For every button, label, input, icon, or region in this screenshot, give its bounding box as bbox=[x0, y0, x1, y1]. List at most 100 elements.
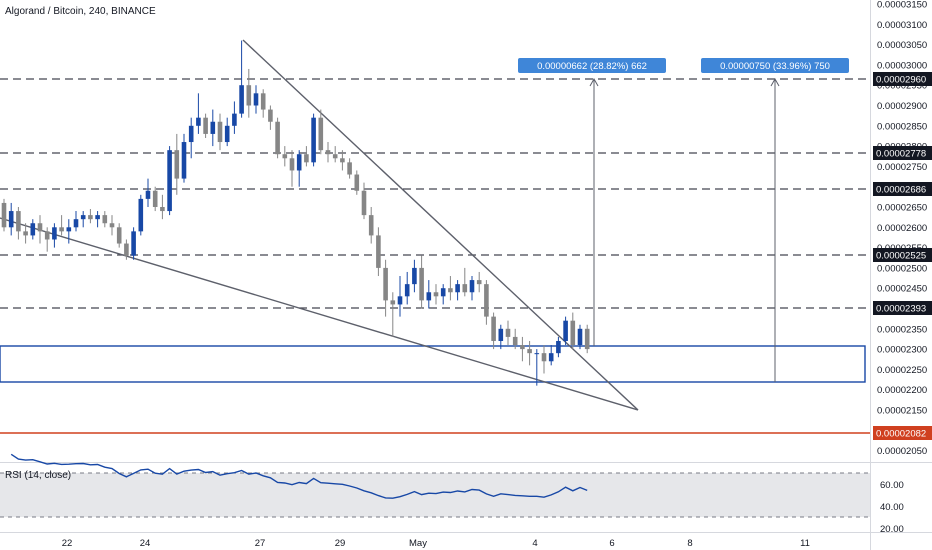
rsi-label: RSI (14, close) bbox=[5, 470, 71, 481]
rsi-pane: RSI (14, close) 60.00 40.00 20.00 bbox=[0, 453, 904, 535]
candle-body bbox=[556, 340, 561, 354]
rsi-tick-20: 20.00 bbox=[880, 524, 904, 535]
candle-body bbox=[361, 190, 367, 216]
candle-body bbox=[181, 142, 187, 179]
callout-1: 0.00000662 (28.82%) 662 bbox=[518, 58, 666, 73]
price-tick-label: 0.00002350 bbox=[877, 324, 927, 335]
candle-body bbox=[174, 150, 180, 179]
candle-body bbox=[30, 223, 36, 236]
candle-body bbox=[390, 300, 396, 305]
rsi-tick-40: 40.00 bbox=[880, 502, 904, 513]
candle-body bbox=[232, 113, 237, 126]
level-tag-4-bg bbox=[873, 248, 932, 262]
candle-body bbox=[354, 174, 360, 191]
candle-body bbox=[376, 235, 381, 268]
candle-body bbox=[80, 215, 86, 220]
price-tick-label: 0.00002150 bbox=[877, 406, 927, 417]
candle-body bbox=[455, 284, 460, 293]
candle-body bbox=[332, 154, 338, 159]
candles bbox=[1, 40, 590, 386]
rsi-tick-60: 60.00 bbox=[880, 480, 904, 491]
level-tag-2: 0.00002778 bbox=[876, 149, 926, 160]
candle-body bbox=[577, 328, 583, 346]
level-tag-4: 0.00002525 bbox=[876, 251, 926, 262]
candle-body bbox=[347, 162, 352, 175]
candle-body bbox=[73, 219, 79, 228]
price-tick-label: 0.00002250 bbox=[877, 365, 927, 376]
price-tick-label: 0.00002750 bbox=[877, 162, 927, 173]
rsi-line bbox=[10, 453, 588, 499]
candle-body bbox=[570, 320, 576, 346]
price-axis: 0.00003150 0.00003100 0.00003050 0.00003000… bbox=[877, 0, 927, 457]
support-tag: 0.00002082 bbox=[876, 429, 926, 440]
candle-body bbox=[433, 292, 439, 297]
candle-body bbox=[138, 198, 144, 232]
candle-body bbox=[419, 267, 424, 301]
candle-body bbox=[44, 231, 50, 240]
candle-body bbox=[88, 215, 93, 220]
price-tick-label: 0.00003100 bbox=[877, 20, 927, 31]
price-tick-label: 0.00002650 bbox=[877, 203, 927, 214]
candle-body bbox=[275, 121, 280, 155]
level-tag-3: 0.00002686 bbox=[876, 185, 926, 196]
callout-2-bg bbox=[701, 58, 849, 73]
candle-body bbox=[210, 121, 216, 134]
wedge-upper-line bbox=[242, 39, 639, 411]
time-tick-label: 27 bbox=[255, 538, 266, 549]
price-tick-label: 0.00003000 bbox=[877, 60, 927, 71]
candle-body bbox=[462, 284, 468, 293]
candle-body bbox=[397, 296, 403, 305]
price-tick-label: 0.00002600 bbox=[877, 223, 927, 234]
candle-body bbox=[404, 284, 410, 297]
price-tick-label: 0.00002300 bbox=[877, 345, 927, 356]
candle-body bbox=[131, 231, 136, 256]
candle-body bbox=[167, 150, 172, 212]
candle-body bbox=[16, 211, 21, 232]
price-tick-label: 0.00002950 bbox=[877, 81, 927, 92]
candle-body bbox=[426, 292, 432, 301]
candle-body bbox=[246, 85, 252, 106]
price-tick-label: 0.00002200 bbox=[877, 385, 927, 396]
candle-body bbox=[484, 284, 489, 317]
chart-title: Algorand / Bitcoin, 240, BINANCE bbox=[5, 6, 156, 17]
candle-body bbox=[534, 353, 540, 355]
level-tag-5-bg bbox=[873, 301, 932, 315]
candle-body bbox=[217, 121, 223, 143]
price-tick-label: 0.00003050 bbox=[877, 40, 927, 51]
candle-body bbox=[1, 202, 7, 228]
candle-body bbox=[584, 328, 590, 350]
candle-body bbox=[52, 227, 57, 240]
candle-body bbox=[318, 117, 324, 151]
time-tick-label: May bbox=[409, 538, 427, 549]
price-tick-label: 0.00002500 bbox=[877, 263, 927, 274]
candle-body bbox=[311, 117, 316, 163]
candle-body bbox=[527, 349, 532, 354]
level-lines bbox=[0, 78, 870, 309]
candle-body bbox=[59, 227, 64, 232]
callout-2-text: 0.00000750 (33.96%) 750 bbox=[720, 61, 830, 72]
candle-body bbox=[505, 328, 511, 337]
candle-body bbox=[304, 154, 309, 163]
candle-body bbox=[23, 231, 28, 236]
time-tick-label: 8 bbox=[687, 538, 692, 549]
candle-body bbox=[340, 158, 345, 163]
wedge-lower-line bbox=[0, 217, 639, 411]
candle-body bbox=[440, 288, 446, 297]
candle-body bbox=[260, 93, 266, 110]
target-arrow-2-head bbox=[770, 77, 780, 87]
candle-body bbox=[541, 353, 547, 362]
candle-body bbox=[8, 211, 14, 228]
candle-body bbox=[37, 223, 43, 232]
candle-body bbox=[491, 316, 496, 341]
callout-1-text: 0.00000662 (28.82%) 662 bbox=[537, 61, 647, 72]
candle-body bbox=[498, 328, 504, 341]
candle-body bbox=[109, 223, 115, 228]
time-axis: 22 24 27 29 May 4 6 8 11 bbox=[62, 538, 810, 549]
candle-body bbox=[196, 117, 201, 126]
level-tag-2-bg bbox=[873, 146, 932, 160]
support-tag-bg bbox=[873, 426, 932, 440]
candle-body bbox=[325, 150, 331, 155]
candle-body bbox=[66, 227, 72, 232]
price-tick-label: 0.00002450 bbox=[877, 284, 927, 295]
price-tick-label: 0.00002850 bbox=[877, 121, 927, 132]
